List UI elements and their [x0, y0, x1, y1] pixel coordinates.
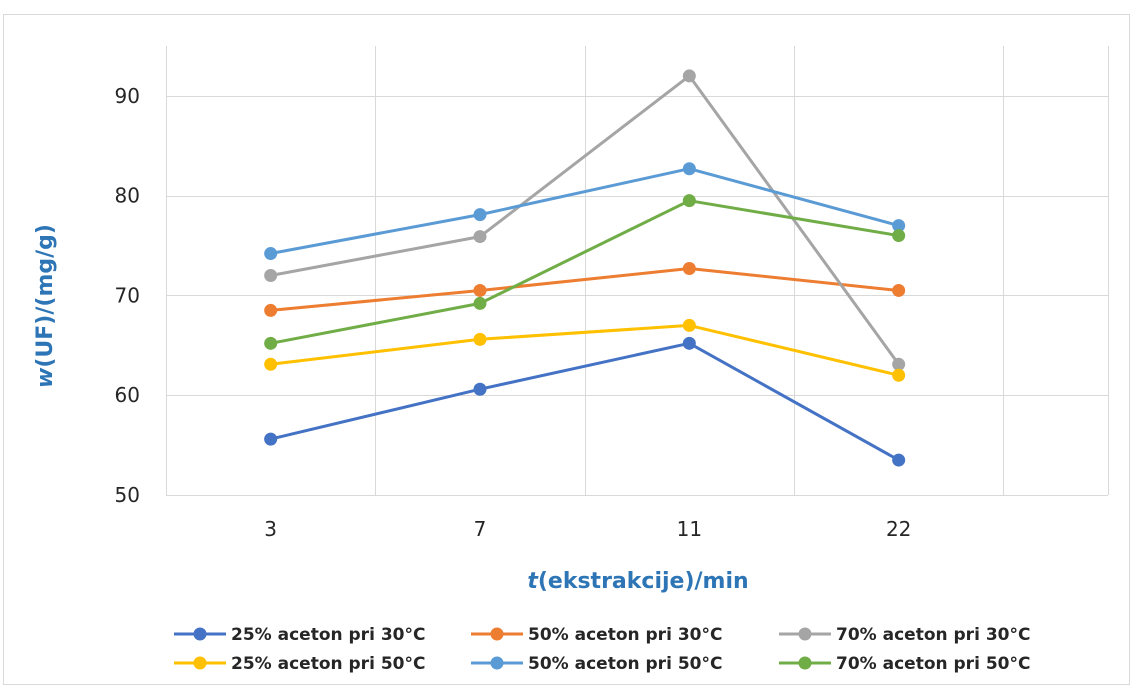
- legend-marker: [193, 627, 207, 641]
- legend-label: 70% aceton pri 30°C: [836, 625, 1030, 645]
- y-tick-label: 60: [115, 383, 140, 407]
- y-axis-text: (UF)/(mg/g): [33, 224, 58, 368]
- series-4: [264, 318, 906, 382]
- chart-border: [3, 14, 1130, 685]
- x-axis-title: t(ekstrakcije)/min: [527, 569, 748, 594]
- legend-label: 50% aceton pri 30°C: [528, 625, 722, 645]
- data-point: [264, 336, 278, 350]
- data-point: [473, 283, 487, 297]
- data-point: [892, 283, 906, 297]
- series-line: [270, 341, 900, 462]
- legend: 25% aceton pri 30°C 50% aceton pri 30°C 70…: [174, 625, 1030, 674]
- series-line: [270, 74, 900, 366]
- legend-item: 50% aceton pri 50°C: [471, 654, 722, 674]
- series-layer: [264, 69, 906, 467]
- data-point: [682, 336, 696, 350]
- y-tick-label: 80: [115, 184, 140, 208]
- data-point: [682, 162, 696, 176]
- data-point: [473, 296, 487, 310]
- series-2: [264, 262, 906, 317]
- x-tick-label: 22: [886, 517, 911, 541]
- data-point: [473, 208, 487, 222]
- data-point: [264, 247, 278, 261]
- legend-label: 25% aceton pri 30°C: [231, 625, 425, 645]
- x-axis-text: (ekstrakcije)/min: [538, 569, 749, 594]
- series-5: [264, 162, 906, 261]
- x-axis-symbol: t: [527, 569, 539, 594]
- data-point: [892, 229, 906, 243]
- y-tick-label: 70: [115, 283, 140, 307]
- vertical-gridlines: [166, 46, 1109, 495]
- legend-item: 25% aceton pri 30°C: [174, 625, 425, 645]
- legend-item: 25% aceton pri 50°C: [174, 654, 425, 674]
- legend-marker: [193, 656, 207, 670]
- legend-item: 70% aceton pri 30°C: [779, 625, 1030, 645]
- data-point: [892, 357, 906, 371]
- series-line: [270, 323, 900, 377]
- data-point: [264, 432, 278, 446]
- horizontal-gridlines: [166, 96, 1108, 496]
- data-point: [264, 268, 278, 282]
- series-1: [264, 336, 906, 467]
- legend-marker: [490, 656, 504, 670]
- data-point: [682, 318, 696, 332]
- legend-item: 50% aceton pri 30°C: [471, 625, 722, 645]
- x-tick-label: 3: [264, 517, 277, 541]
- y-axis-tick-labels: 50 60 70 80 90: [115, 84, 140, 507]
- data-point: [473, 382, 487, 396]
- y-axis-symbol: w: [33, 367, 58, 388]
- series-line: [270, 199, 899, 345]
- data-point: [892, 368, 906, 382]
- y-tick-label: 90: [115, 84, 140, 108]
- series-line: [270, 267, 899, 312]
- data-point: [682, 194, 696, 208]
- x-axis-tick-labels: 3 7 11 22: [264, 517, 911, 541]
- legend-label: 25% aceton pri 50°C: [231, 654, 425, 674]
- x-tick-label: 7: [474, 517, 487, 541]
- legend-marker: [798, 627, 812, 641]
- legend-label: 50% aceton pri 50°C: [528, 654, 722, 674]
- y-axis-title: w(UF)/(mg/g): [33, 224, 58, 388]
- x-tick-label: 11: [677, 517, 702, 541]
- data-point: [682, 69, 696, 83]
- legend-marker: [798, 656, 812, 670]
- legend-item: 70% aceton pri 50°C: [779, 654, 1030, 674]
- legend-label: 70% aceton pri 50°C: [836, 654, 1030, 674]
- series-line: [270, 167, 900, 255]
- legend-marker: [490, 627, 504, 641]
- data-point: [473, 332, 487, 346]
- data-point: [264, 303, 278, 317]
- data-point: [682, 262, 696, 276]
- data-point: [892, 219, 906, 233]
- y-tick-label: 50: [115, 483, 140, 507]
- data-point: [264, 357, 278, 371]
- series-6: [264, 194, 906, 350]
- series-3: [264, 69, 906, 371]
- data-point: [892, 453, 906, 467]
- data-point: [473, 230, 487, 244]
